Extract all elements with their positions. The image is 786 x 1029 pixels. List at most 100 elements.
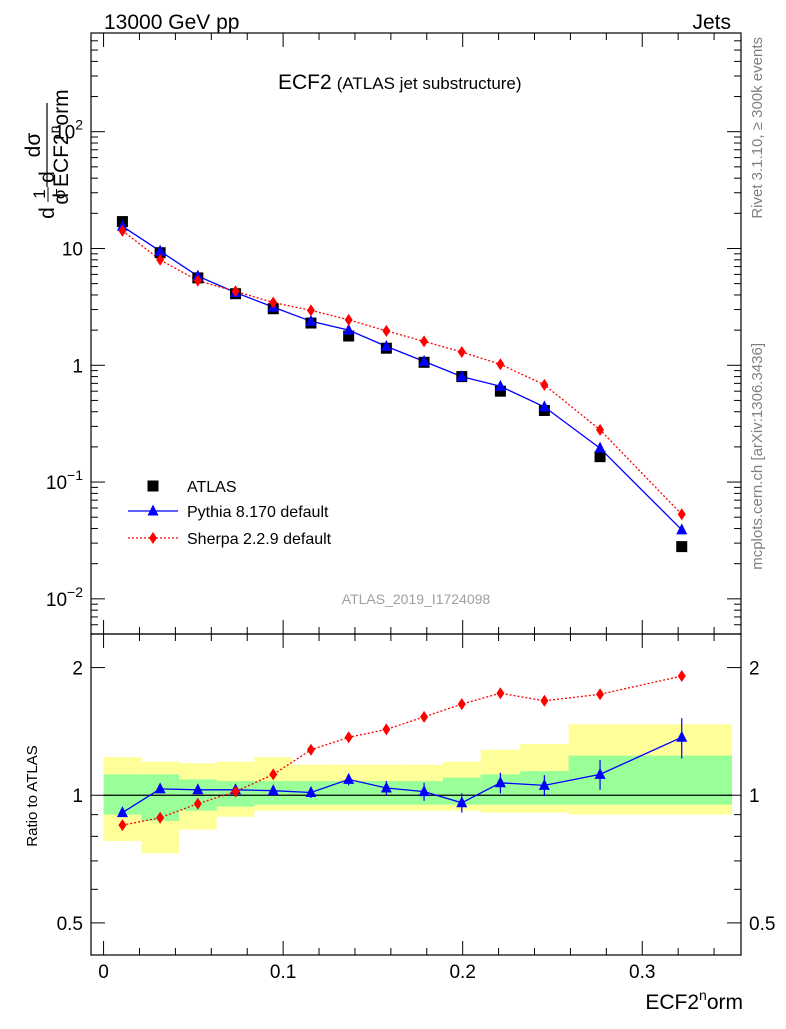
- main-point-2: [677, 508, 686, 521]
- x-tick-label: 0.3: [629, 962, 655, 983]
- ratio-y-tick-label-left: 0.5: [57, 914, 83, 935]
- main-point-0: [676, 541, 688, 553]
- ratio-y-tick-label-right: 1: [749, 786, 760, 807]
- y-tick-base: 10: [54, 123, 75, 144]
- y-tick-base: 10: [46, 473, 67, 494]
- main-point-1: [594, 441, 606, 453]
- main-point-2: [596, 423, 605, 436]
- chart-title: ECF2 (ATLAS jet substructure): [278, 71, 522, 94]
- ratio-point-1: [382, 723, 391, 736]
- ylabel-sigma: σ: [50, 188, 69, 199]
- main-point-2: [496, 358, 505, 371]
- header-left: 13000 GeV pp: [104, 11, 239, 34]
- ratio-point-1: [306, 743, 315, 756]
- title-sub: (ATLAS jet substructure): [337, 74, 522, 93]
- main-point-1: [456, 370, 468, 382]
- legend-marker: [147, 480, 159, 492]
- ratio-point-0: [456, 796, 468, 808]
- y-tick-exp: −2: [67, 584, 83, 600]
- ylabel-decf: d ECF2norm: [46, 89, 73, 204]
- ratio-point-1: [193, 797, 202, 810]
- ratio-point-1: [231, 785, 240, 798]
- xlabel-base: ECF2: [645, 991, 699, 1014]
- ylabel-decf-rest: orm: [50, 89, 73, 125]
- main-point-2: [306, 304, 315, 317]
- y-tick-base: 10: [46, 590, 67, 611]
- legend-label: Sherpa 2.2.9 default: [187, 531, 332, 548]
- ylabel-decf-base: d ECF2: [50, 133, 73, 204]
- main-point-2: [118, 224, 127, 237]
- ylabel-one: 1: [30, 189, 49, 198]
- x-tick-label: 0: [98, 962, 109, 983]
- title-main: ECF2: [278, 71, 332, 94]
- ratio-point-0: [305, 785, 317, 797]
- ratio-point-0: [538, 778, 550, 790]
- ratio-point-1: [677, 670, 686, 683]
- main-point-1: [343, 323, 355, 335]
- main-point-0: [494, 385, 506, 397]
- ratio-point-1: [596, 688, 605, 701]
- ratio-point-1: [457, 698, 466, 711]
- ratio-bands: [103, 724, 733, 854]
- main-point-1: [305, 314, 317, 326]
- main-point-2: [382, 324, 391, 337]
- y-tick-label: 10−1: [46, 467, 83, 494]
- analysis-watermark: ATLAS_2019_I1724098: [342, 591, 491, 607]
- main-ylabel: dσ d ECF2norm d 1 σ d: [22, 89, 73, 218]
- ratio-point-1: [540, 694, 549, 707]
- main-point-1: [494, 379, 506, 391]
- main-point-2: [231, 285, 240, 298]
- band-inner-bin: [631, 755, 733, 805]
- xlabel-rest: orm: [707, 991, 743, 1014]
- ratio-point-1: [344, 731, 353, 744]
- main-line-2: [122, 230, 683, 515]
- main-point-2: [420, 335, 429, 348]
- mcplots-label: mcplots.cern.ch [arXiv:1306.3436]: [749, 343, 766, 570]
- main-point-0: [594, 451, 606, 463]
- rivet-label: Rivet 3.1.10, ≥ 300k events: [749, 37, 766, 219]
- ratio-frame: [90, 633, 742, 956]
- ratio-point-1: [496, 687, 505, 700]
- header-right: Jets: [692, 11, 731, 34]
- main-point-1: [676, 523, 688, 535]
- y-tick-label: 10: [62, 239, 83, 260]
- main-point-1: [418, 354, 430, 366]
- y-tick-base: 1: [72, 356, 83, 377]
- ratio-point-0: [418, 785, 430, 797]
- ratio-point-1: [420, 710, 429, 723]
- ratio-series: [116, 670, 688, 832]
- ratio-point-0: [380, 781, 392, 793]
- main-point-2: [269, 296, 278, 309]
- ratio-y-tick-label-left: 2: [72, 659, 83, 680]
- y-tick-exp: −1: [67, 467, 83, 483]
- ylabel-d1: d: [36, 207, 59, 219]
- main-point-1: [538, 400, 550, 412]
- legend-marker: [147, 504, 159, 516]
- y-tick-label: 1: [72, 356, 83, 377]
- ratio-point-0: [594, 767, 606, 779]
- main-point-2: [193, 274, 202, 287]
- y-tick-exp: 2: [75, 117, 83, 133]
- ratio-point-1: [156, 811, 165, 824]
- y-tick-label: 10−2: [46, 584, 83, 611]
- xlabel-sup: n: [699, 987, 707, 1003]
- ratio-point-0: [116, 806, 128, 818]
- main-point-2: [540, 378, 549, 391]
- main-point-1: [380, 339, 392, 351]
- ratio-point-0: [494, 776, 506, 788]
- y-tick-base: 10: [62, 239, 83, 260]
- ratio-point-1: [269, 768, 278, 781]
- main-point-2: [457, 345, 466, 358]
- ratio-point-0: [154, 782, 166, 794]
- legend-label: ATLAS: [187, 479, 237, 496]
- ratio-point-1: [118, 819, 127, 832]
- legend-marker: [149, 532, 157, 544]
- ylabel-decf-sup: n: [46, 126, 62, 134]
- main-series: [116, 216, 688, 553]
- ratio-point-0: [267, 784, 279, 796]
- ratio-y-tick-label-left: 1: [72, 786, 83, 807]
- ratio-y-tick-label-right: 0.5: [749, 914, 775, 935]
- x-tick-label: 0.1: [270, 962, 296, 983]
